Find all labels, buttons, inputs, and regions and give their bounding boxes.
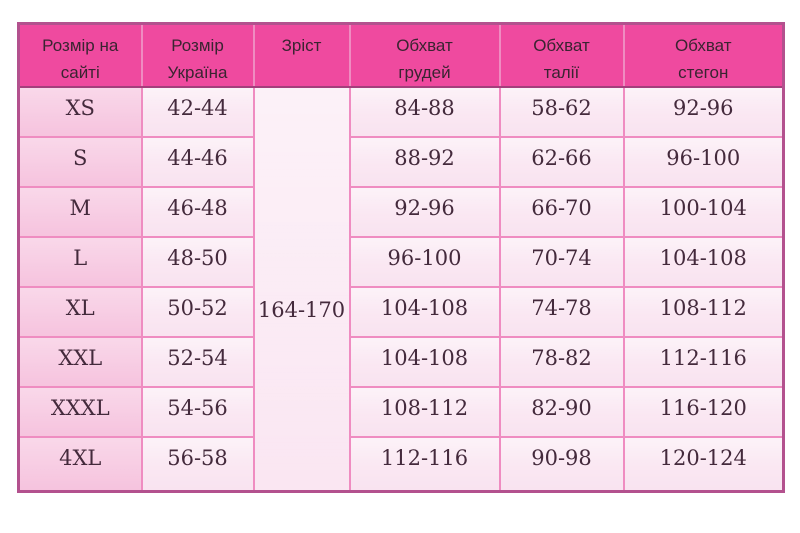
cell-chest: 88-92 — [348, 136, 501, 188]
cell-chest: 104-108 — [348, 286, 501, 338]
cell-hips: 120-124 — [622, 436, 785, 492]
cell-site-size: XL — [17, 286, 143, 338]
cell-hips: 116-120 — [622, 386, 785, 438]
cell-hips: 108-112 — [622, 286, 785, 338]
cell-ua-size: 42-44 — [140, 86, 255, 138]
column-header-hips: Обхват стегон — [622, 22, 785, 88]
cell-hips: 112-116 — [622, 336, 785, 388]
table-row-xxl: XXL 52-54 104-108 78-82 112-116 — [17, 336, 785, 388]
cell-ua-size: 54-56 — [140, 386, 255, 438]
height-merged-cell: 164-170 — [252, 86, 351, 492]
cell-site-size: L — [17, 236, 143, 288]
cell-hips: 92-96 — [622, 86, 785, 138]
cell-chest: 84-88 — [348, 86, 501, 138]
cell-hips: 100-104 — [622, 186, 785, 238]
cell-chest: 108-112 — [348, 386, 501, 438]
table-row-s: S 44-46 88-92 62-66 96-100 — [17, 136, 785, 188]
cell-waist: 90-98 — [498, 436, 625, 492]
cell-waist: 78-82 — [498, 336, 625, 388]
cell-site-size: XS — [17, 86, 143, 138]
cell-ua-size: 44-46 — [140, 136, 255, 188]
cell-site-size: M — [17, 186, 143, 238]
cell-site-size: S — [17, 136, 143, 188]
cell-site-size: 4XL — [17, 436, 143, 492]
cell-waist: 58-62 — [498, 86, 625, 138]
header-row: Розмір на сайті Розмір Україна Зріст Обх… — [17, 22, 785, 88]
cell-waist: 82-90 — [498, 386, 625, 438]
cell-chest: 104-108 — [348, 336, 501, 388]
table-row-4xl: 4XL 56-58 112-116 90-98 120-124 — [17, 436, 785, 492]
column-header-site-size: Розмір на сайті — [17, 22, 143, 88]
cell-waist: 74-78 — [498, 286, 625, 338]
cell-hips: 104-108 — [622, 236, 785, 288]
table-row-m: M 46-48 92-96 66-70 100-104 — [17, 186, 785, 238]
column-header-chest: Обхват грудей — [348, 22, 501, 88]
cell-hips: 96-100 — [622, 136, 785, 188]
size-chart: Розмір на сайті Розмір Україна Зріст Обх… — [17, 22, 785, 493]
table-row-xl: XL 50-52 104-108 74-78 108-112 — [17, 286, 785, 338]
column-header-height: Зріст — [252, 22, 351, 88]
cell-ua-size: 50-52 — [140, 286, 255, 338]
table-row-xxxl: XXXL 54-56 108-112 82-90 116-120 — [17, 386, 785, 438]
table-header: Розмір на сайті Розмір Україна Зріст Обх… — [17, 22, 785, 88]
cell-chest: 112-116 — [348, 436, 501, 492]
cell-ua-size: 52-54 — [140, 336, 255, 388]
column-header-ua-size: Розмір Україна — [140, 22, 255, 88]
cell-waist: 62-66 — [498, 136, 625, 188]
cell-chest: 92-96 — [348, 186, 501, 238]
cell-waist: 66-70 — [498, 186, 625, 238]
cell-chest: 96-100 — [348, 236, 501, 288]
size-chart-table: Розмір на сайті Розмір Україна Зріст Обх… — [17, 22, 785, 493]
cell-ua-size: 56-58 — [140, 436, 255, 492]
cell-waist: 70-74 — [498, 236, 625, 288]
cell-site-size: XXL — [17, 336, 143, 388]
cell-ua-size: 46-48 — [140, 186, 255, 238]
cell-site-size: XXXL — [17, 386, 143, 438]
table-row-l: L 48-50 96-100 70-74 104-108 — [17, 236, 785, 288]
table-row-xs: XS 42-44 164-170 84-88 58-62 92-96 — [17, 86, 785, 492]
table-body: XS 42-44 164-170 84-88 58-62 92-96 S 44-… — [17, 86, 785, 492]
cell-ua-size: 48-50 — [140, 236, 255, 288]
column-header-waist: Обхват талії — [498, 22, 625, 88]
